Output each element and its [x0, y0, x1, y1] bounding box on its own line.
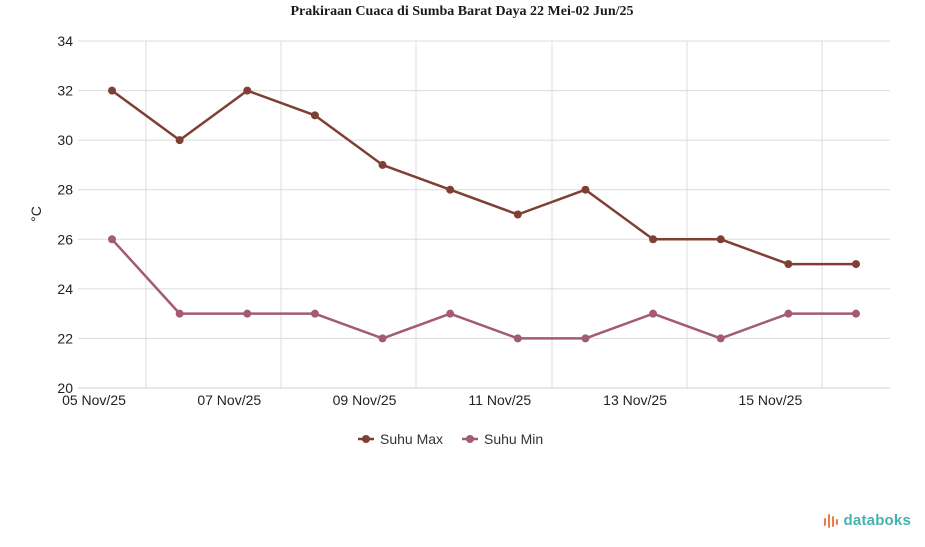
- data-point[interactable]: [716, 235, 725, 244]
- data-point[interactable]: [243, 86, 252, 95]
- data-point[interactable]: [108, 235, 116, 244]
- x-tick-label: 11 Nov/25: [468, 392, 531, 408]
- y-tick-label: 32: [57, 83, 73, 99]
- y-tick-label: 22: [57, 330, 73, 346]
- data-point[interactable]: [513, 334, 522, 343]
- data-point[interactable]: [784, 260, 793, 269]
- x-tick-label: 13 Nov/25: [603, 392, 667, 408]
- legend-swatch-marker: [362, 435, 370, 443]
- x-tick-label: 05 Nov/25: [62, 392, 126, 408]
- y-tick-label: 34: [57, 33, 73, 49]
- data-point[interactable]: [581, 334, 590, 343]
- data-point[interactable]: [378, 160, 387, 169]
- legend-label[interactable]: Suhu Min: [484, 431, 543, 447]
- series-lines: [108, 86, 860, 343]
- legend: Suhu Max Suhu Min: [358, 431, 543, 447]
- data-point[interactable]: [649, 235, 658, 244]
- data-point[interactable]: [513, 210, 522, 219]
- y-tick-label: 28: [57, 182, 73, 198]
- data-point[interactable]: [310, 111, 319, 120]
- data-point[interactable]: [243, 309, 252, 318]
- y-tick-label: 24: [57, 281, 73, 297]
- series-line: [111, 89, 856, 266]
- data-point[interactable]: [175, 136, 184, 145]
- y-tick-label: 30: [57, 132, 73, 148]
- data-point[interactable]: [310, 309, 319, 318]
- data-point[interactable]: [852, 309, 860, 318]
- y-tick-label: 20: [57, 380, 73, 396]
- chart-title: Prakiraan Cuaca di Sumba Barat Daya 22 M…: [290, 4, 633, 19]
- axes: 20 22 24 26 28 30 32 34 05 Nov/25 07 Nov/25 09 Nov…: [57, 33, 890, 408]
- legend-label[interactable]: Suhu Max: [380, 431, 443, 447]
- data-point[interactable]: [581, 185, 590, 194]
- x-tick-label: 07 Nov/25: [197, 392, 261, 408]
- x-tick-label: 15 Nov/25: [738, 392, 802, 408]
- data-point[interactable]: [175, 309, 184, 318]
- data-point[interactable]: [852, 260, 860, 269]
- data-point[interactable]: [446, 185, 455, 194]
- data-point[interactable]: [446, 309, 455, 318]
- data-point[interactable]: [784, 309, 793, 318]
- x-tick-label: 09 Nov/25: [333, 392, 397, 408]
- y-tick-label: 26: [57, 231, 73, 247]
- series-line: [111, 238, 856, 340]
- databoks-logo-icon: [823, 513, 838, 528]
- data-point[interactable]: [108, 86, 116, 95]
- legend-swatch-marker: [466, 435, 474, 443]
- y-axis-label: °C: [28, 206, 44, 222]
- gridlines: [78, 40, 890, 388]
- data-point[interactable]: [716, 334, 725, 343]
- brand-watermark: databoks: [823, 512, 911, 529]
- data-point[interactable]: [649, 309, 658, 318]
- data-point[interactable]: [378, 334, 387, 343]
- brand-label: databoks: [843, 512, 911, 529]
